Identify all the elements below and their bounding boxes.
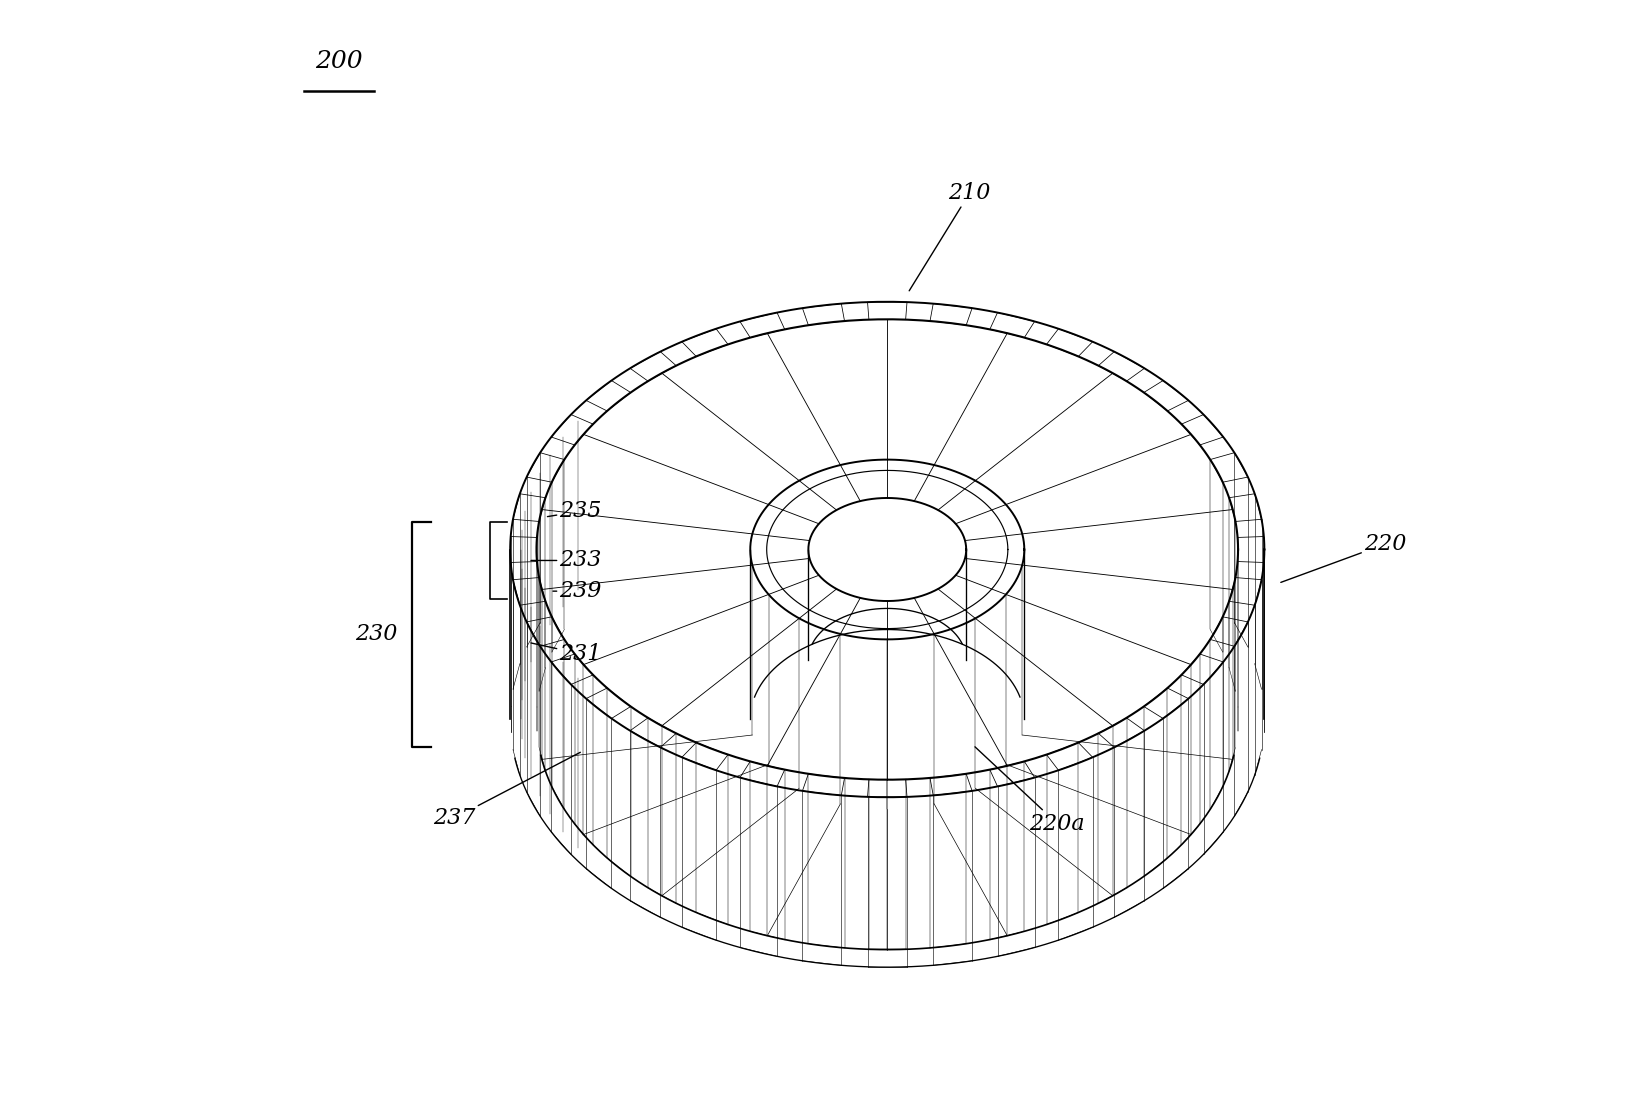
Text: 230: 230	[355, 623, 398, 645]
Text: 239: 239	[554, 580, 601, 602]
Text: 235: 235	[547, 500, 601, 522]
Text: 210: 210	[909, 182, 991, 291]
Text: 237: 237	[434, 753, 580, 829]
Text: 220: 220	[1282, 533, 1406, 582]
Text: 200: 200	[315, 49, 363, 73]
Text: 220a: 220a	[974, 747, 1084, 834]
Text: 231: 231	[531, 643, 601, 665]
Text: 233: 233	[531, 550, 601, 571]
